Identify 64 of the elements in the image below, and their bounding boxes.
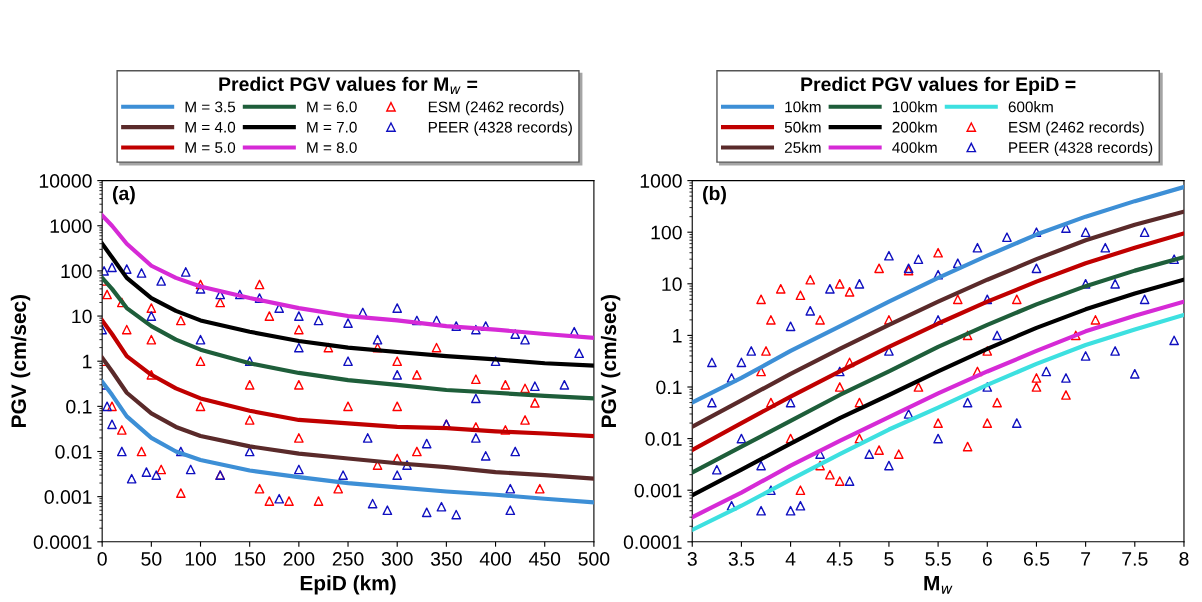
- legend-label: 10km: [785, 101, 821, 113]
- legend-label: M = 6.0: [307, 101, 357, 113]
- x-tick-label: 50: [141, 552, 162, 566]
- x-tick-label: 6: [982, 552, 992, 566]
- x-tick-label: 150: [234, 552, 266, 566]
- y-tick-label: 0.1: [656, 380, 682, 395]
- x-tick-label: 4.5: [826, 552, 853, 566]
- y-tick-label: 100: [61, 264, 92, 279]
- y-tick-label: 10000: [39, 174, 92, 188]
- legend-label: 25km: [784, 141, 821, 153]
- y-tick-label: 1000: [640, 174, 682, 188]
- x-tick-label: 6.5: [1023, 552, 1050, 566]
- x-tick-label: 5: [884, 552, 894, 566]
- y-tick-label: 1: [673, 329, 682, 343]
- legend-label: 100km: [892, 101, 937, 113]
- y-tick-label: 10: [72, 309, 92, 324]
- legend-label: 50km: [784, 121, 821, 133]
- y-tick-label: 0.01: [645, 432, 682, 446]
- legend-label: M = 4.0: [185, 121, 236, 133]
- y-tick-label: 0.0001: [623, 535, 682, 550]
- legend-label: M = 7.0: [307, 121, 357, 133]
- legend-label: 400km: [892, 141, 937, 153]
- annotation: (b): [703, 186, 726, 205]
- y-tick-label: 10: [662, 277, 682, 292]
- legend-label: ESM (2462 records): [1009, 121, 1144, 136]
- x-tick-label: 100: [185, 552, 216, 566]
- x-tick-label: 250: [332, 552, 364, 566]
- x-tick-label: 7: [1081, 552, 1091, 566]
- y-tick-label: 0.0001: [33, 535, 92, 550]
- x-tick-label: 4: [785, 552, 796, 566]
- x-tick-label: 200: [283, 552, 315, 566]
- legend-label: PEER (4328 records): [1009, 141, 1153, 157]
- legend-label: 600km: [1008, 101, 1053, 113]
- x-tick-label: 0: [97, 552, 107, 566]
- legend-label: M = 3.5: [185, 101, 236, 113]
- legend-label: M = 8.0: [307, 142, 357, 153]
- y-tick-label: 1000: [50, 219, 92, 233]
- x-tick-label: 8: [1179, 552, 1189, 566]
- y-tick-label: 0.001: [634, 483, 682, 498]
- x-tick-label: 350: [430, 552, 462, 566]
- y-tick-label: 1: [83, 354, 92, 369]
- x-tick-label: 500: [578, 552, 610, 566]
- x-tick-label: 300: [381, 552, 413, 566]
- x-axis-title: EpiD (km): [300, 575, 396, 595]
- x-tick-label: 5.5: [925, 552, 951, 566]
- y-tick-label: 0.01: [55, 444, 92, 459]
- legend-label: 200km: [892, 121, 937, 133]
- x-tick-label: 3: [687, 552, 697, 566]
- annotation: (a): [112, 186, 135, 205]
- x-tick-label: 450: [528, 552, 561, 566]
- x-tick-label: 3.5: [728, 552, 755, 566]
- x-tick-label: 400: [479, 552, 512, 566]
- legend-label: M = 5.0: [185, 142, 236, 153]
- legend-title: Predict PGV values for EpiD =: [801, 76, 1076, 95]
- y-tick-label: 100: [651, 225, 682, 240]
- y-axis-title: PGV (cm/sec): [600, 295, 621, 427]
- legend-label: PEER (4328 records): [428, 121, 572, 136]
- x-tick-label: 7.5: [1122, 552, 1148, 566]
- legend-label: ESM (2462 records): [428, 101, 564, 116]
- y-tick-label: 0.1: [66, 399, 92, 414]
- legend-title: Predict PGV values for M$_{w}$ =: [219, 76, 478, 95]
- y-tick-label: 0.001: [44, 490, 92, 504]
- x-axis-title: M$_{w}$: [924, 575, 953, 594]
- y-axis-title: PGV (cm/sec): [10, 295, 31, 427]
